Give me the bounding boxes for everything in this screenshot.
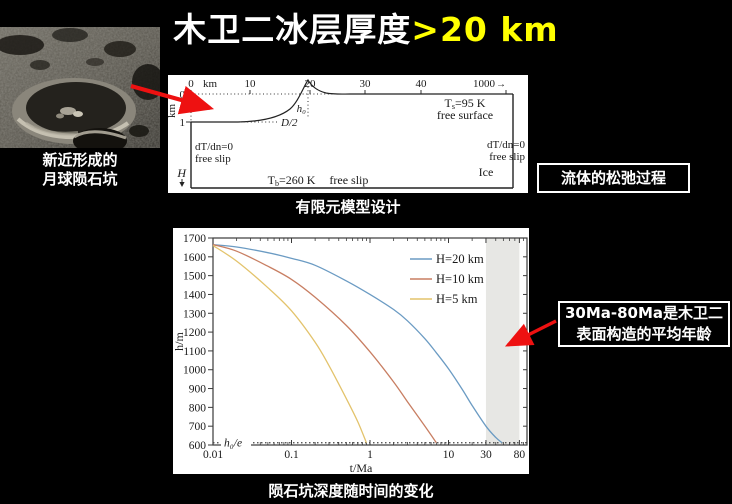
y-axis-title: h/m [173,332,186,351]
fem-bottom-bc: free slip [329,173,368,187]
page-title: 木卫二冰层厚度>20 km [0,3,732,51]
callout-surface-age-line1: 30Ma-80Ma是木卫二 [564,304,724,322]
fem-tick-40: 40 [416,78,428,90]
series-line [212,243,503,444]
fem-tick-0: 0 [188,78,194,90]
y-tick-label: 1500 [183,271,206,283]
callout-surface-age: 30Ma-80Ma是木卫二 表面构造的平均年龄 [558,301,730,347]
y-tick-label: 1000 [183,365,206,377]
moon-caption-line2: 月球陨石坑 [42,170,118,188]
reference-label-bg [221,435,251,449]
fem-model-diagram: 0 km 10 20 30 40 1000 → 0 1 km D/2 h₀ [168,75,528,193]
title-main: 木卫二冰层厚度 [173,10,412,49]
x-tick-label: 1 [367,449,373,461]
fem-ice-label: Ice [479,165,494,179]
fem-tick-1000: 1000 [473,78,496,90]
fem-unit-km: km [203,78,218,90]
fem-tick-10: 10 [245,78,257,90]
moon-caption-line1: 新近形成的 [42,151,118,169]
y-tick-label: 1100 [183,346,206,358]
x-tick-label: 80 [514,449,526,461]
x-tick-label: 0.01 [203,449,223,461]
x-tick-label: 30 [480,449,492,461]
fem-crater-profile [191,78,513,123]
relaxation-chart-panel: 600 700 800 900 1000 1100 1200 1300 1400 1500 1600… [172,228,529,475]
fem-right-bc2: free slip [489,151,525,163]
x-axis-title: t/Ma [350,461,373,474]
fem-right-bc1: dT/dn=0 [487,139,525,151]
y-tick-label: 1600 [183,252,206,264]
legend-label: H=20 km [436,252,484,266]
fem-ytick-1: 1 [180,117,186,129]
fem-caption: 有限元模型设计 [295,198,401,216]
shaded-age-band [485,238,520,445]
moon-crater-image [0,27,160,148]
fem-depth-label: H [176,166,187,180]
legend-label: H=10 km [436,272,484,286]
chart-caption: 陨石坑深度随时间的变化 [268,482,434,500]
series-line [212,244,368,443]
y-tick-label: 700 [189,421,207,433]
y-tick-label: 1200 [183,327,206,339]
relaxation-chart: 600 700 800 900 1000 1100 1200 1300 1400 1500 1600… [172,233,528,475]
plot-frame [212,237,528,446]
x-tick-label: 0.1 [284,449,299,461]
fem-yaxis-label: km [168,104,178,119]
fem-ytick-0: 0 [180,89,186,101]
callout-surface-age-line2: 表面构造的平均年龄 [576,325,712,343]
moon-caption: 新近形成的 月球陨石坑 [0,151,160,189]
y-tick-label: 600 [189,440,207,452]
y-tick-label: 1300 [183,308,206,320]
fem-axis-break-arrow-icon: → [496,79,506,90]
fem-peak-depth-label: h₀ [297,103,307,115]
y-tick-label: 900 [189,384,207,396]
y-tick-label: 1400 [183,289,206,301]
series-line [212,243,437,444]
x-tick-label: 10 [443,449,455,461]
fem-left-bc2: free slip [195,153,231,165]
fem-depth-arrowhead-icon [179,182,185,187]
y-tick-label: 1700 [183,233,206,245]
fem-surface-temp: Ts=95 K [445,96,486,111]
callout-relaxation: 流体的松弛过程 [537,163,690,193]
fem-tick-30: 30 [360,78,372,90]
reference-line-label: h₀/e [224,438,242,450]
legend-label: H=5 km [436,292,478,306]
y-tick-label: 800 [189,402,207,414]
fem-left-bc1: dT/dn=0 [195,141,233,153]
fem-half-diameter-label: D/2 [280,117,298,129]
title-highlight: >20 km [411,10,559,49]
fem-free-surface-label: free surface [437,108,493,122]
